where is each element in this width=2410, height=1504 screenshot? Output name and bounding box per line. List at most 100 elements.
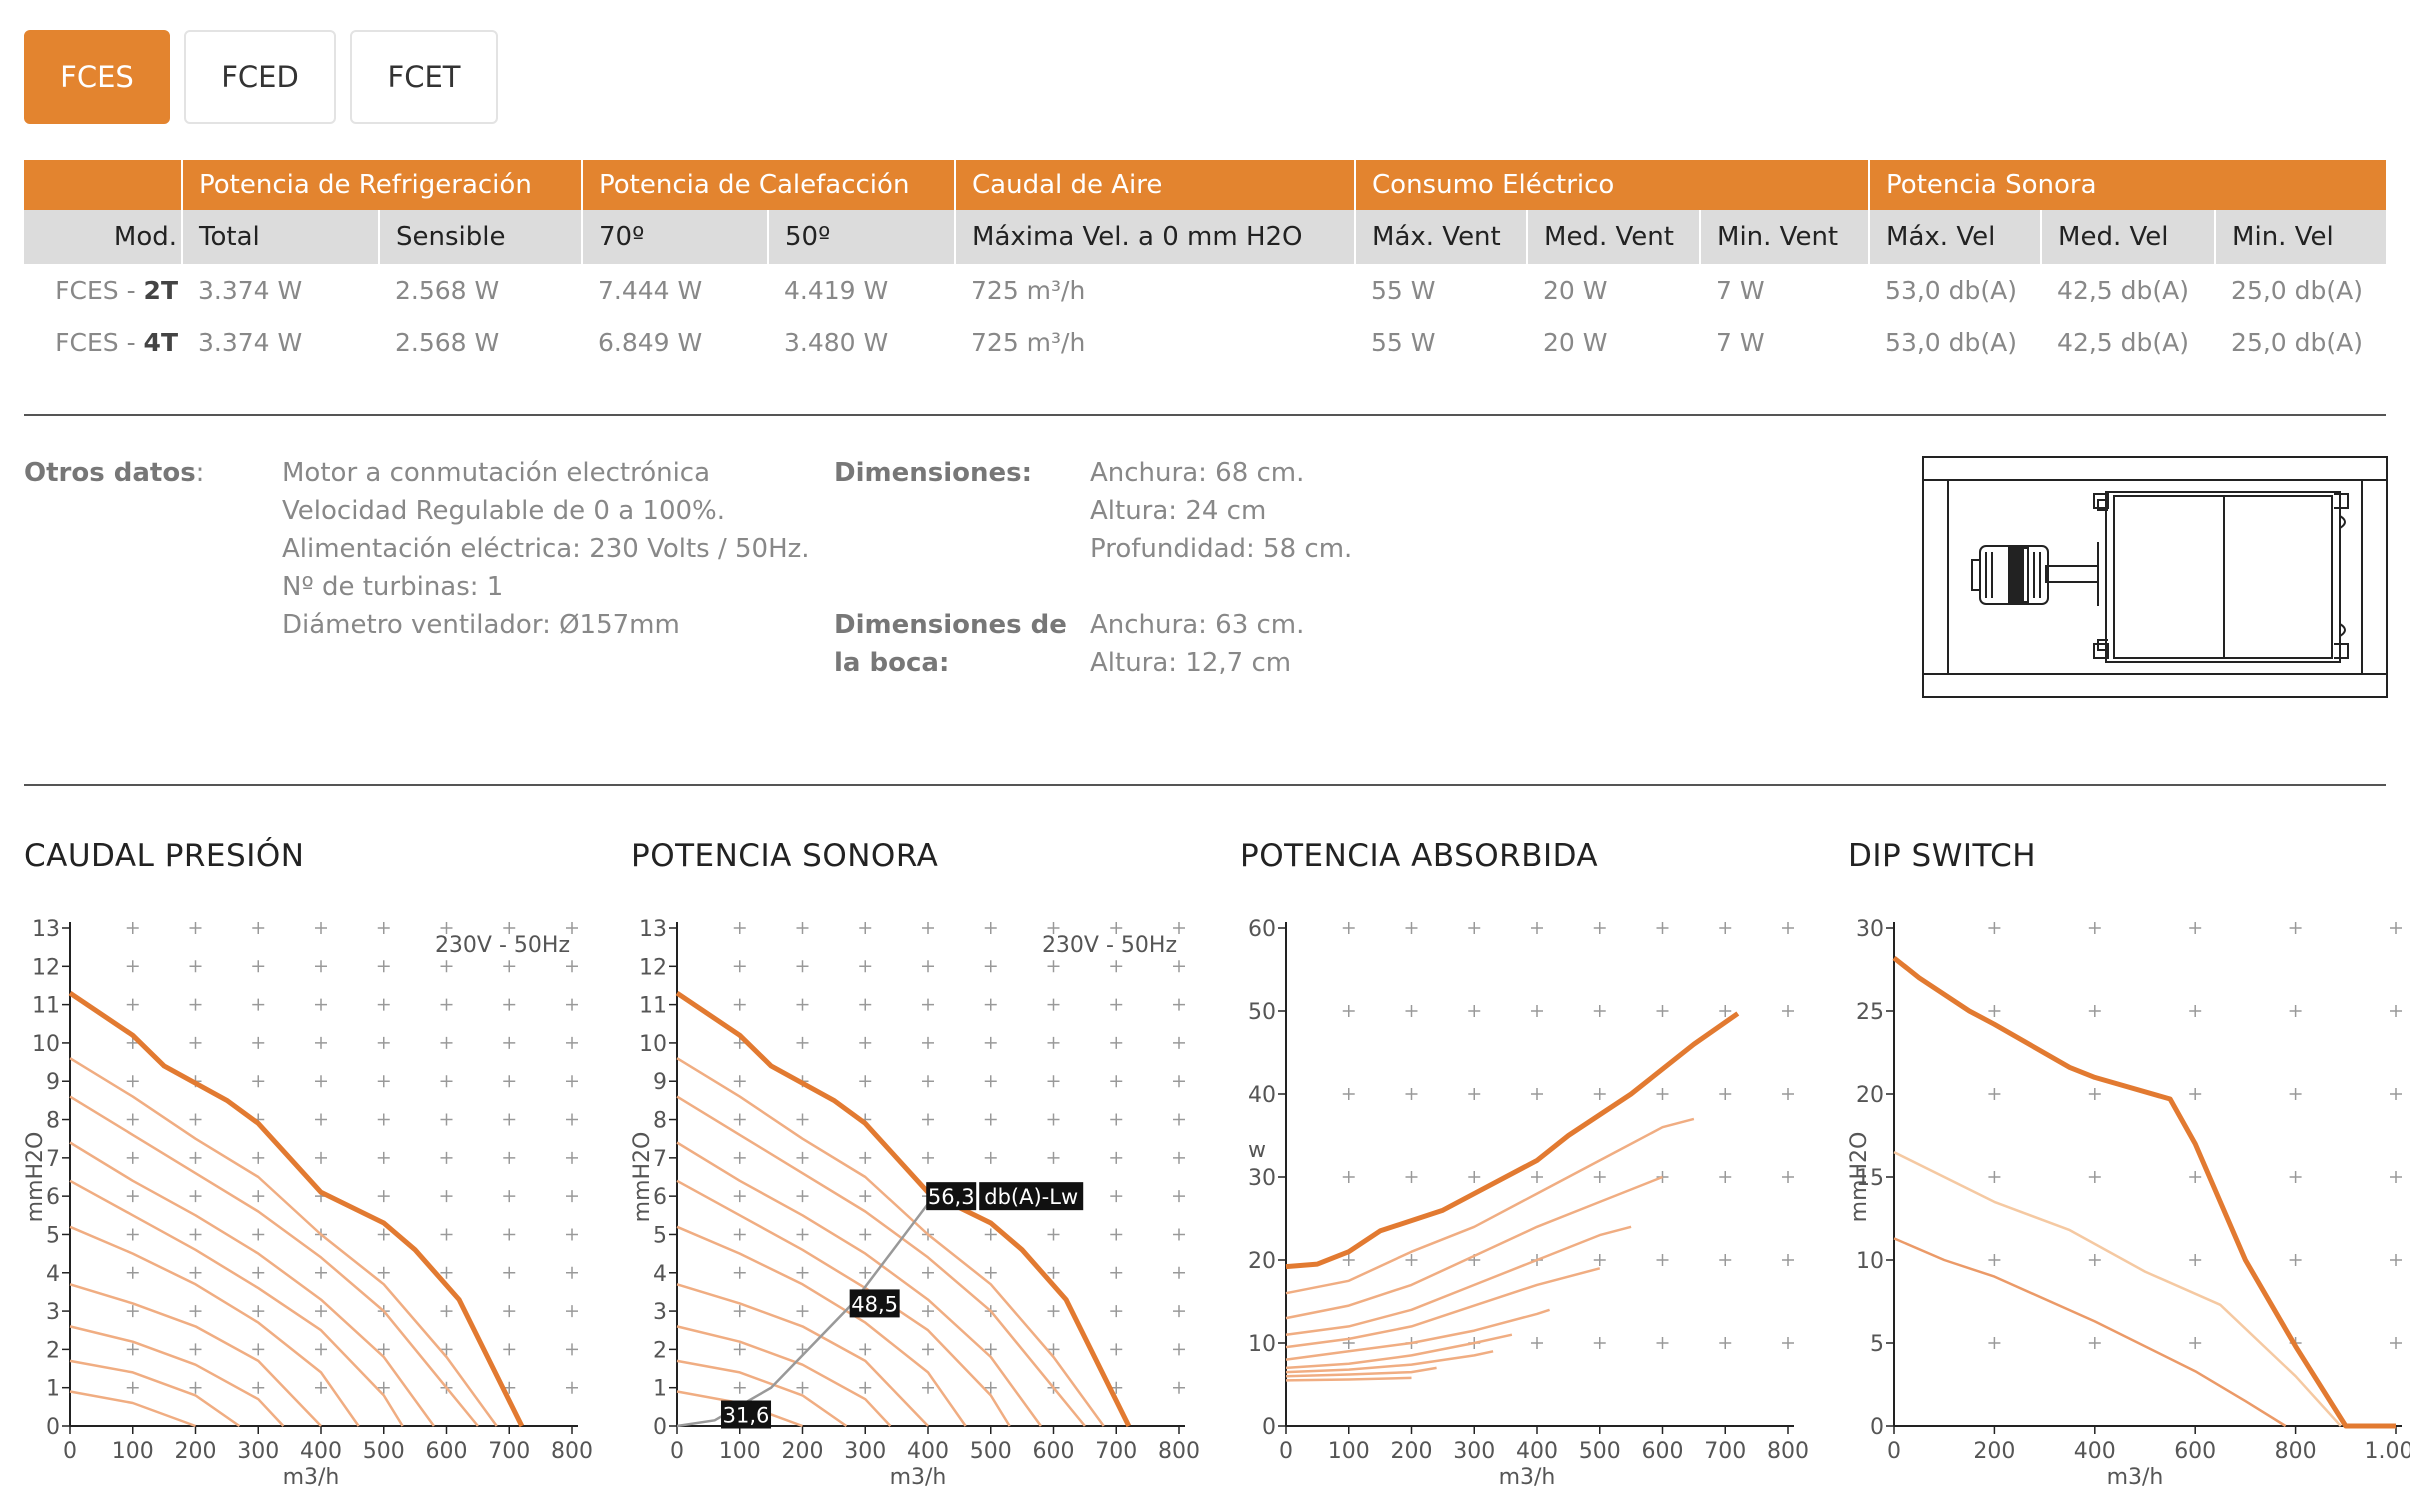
series-line-s7 bbox=[69, 1283, 322, 1427]
grid-cross bbox=[2189, 1088, 2202, 1100]
tab-fces[interactable]: FCES bbox=[24, 30, 170, 124]
grid-cross bbox=[1593, 1005, 1606, 1017]
grid-cross bbox=[440, 1113, 453, 1126]
model-cell: FCES - 4T bbox=[55, 327, 178, 357]
boca-label: Dimensiones de la boca: bbox=[834, 606, 1067, 682]
grid-cross bbox=[315, 1036, 327, 1049]
grid-cross bbox=[566, 1075, 578, 1088]
grid-cross bbox=[1110, 1075, 1123, 1088]
x-axis-label: m3/h bbox=[283, 1465, 340, 1490]
table-cell: 55 W bbox=[1371, 327, 1436, 357]
tab-fced[interactable]: FCED bbox=[184, 30, 336, 124]
grid-cross bbox=[1531, 1171, 1543, 1183]
grid-cross bbox=[733, 1381, 746, 1394]
grid-cross bbox=[503, 1305, 516, 1318]
grid-cross bbox=[922, 1036, 934, 1049]
grid-cross bbox=[1047, 1305, 1060, 1318]
table-cell: 53,0 db(A) bbox=[1885, 327, 2018, 357]
grid-cross bbox=[377, 1036, 390, 1049]
table-cell: 53,0 db(A) bbox=[1885, 275, 2018, 305]
y-tick-label: 9 bbox=[653, 1070, 667, 1095]
dimensiones-line: Profundidad: 58 cm. bbox=[1090, 534, 1353, 564]
grid-cross bbox=[2289, 1005, 2302, 1017]
grid-cross bbox=[315, 960, 327, 973]
grid-cross bbox=[1593, 922, 1606, 934]
grid-cross bbox=[1173, 1075, 1185, 1088]
table-cell: 4.419 W bbox=[784, 275, 889, 305]
grid-cross bbox=[1405, 1171, 1418, 1183]
table-cell: 2.568 W bbox=[395, 275, 500, 305]
grid-cross bbox=[1173, 1113, 1185, 1126]
grid-cross bbox=[796, 1305, 809, 1318]
grid-cross bbox=[1110, 1151, 1123, 1164]
model-tabs: FCES FCED FCET bbox=[24, 30, 498, 124]
grid-cross bbox=[1988, 1337, 2001, 1349]
grid-cross bbox=[1782, 1171, 1794, 1183]
grid-cross bbox=[566, 1266, 578, 1279]
grid-cross bbox=[2390, 1005, 2402, 1017]
y-tick-label: 1 bbox=[46, 1377, 60, 1402]
grid-cross bbox=[1173, 998, 1185, 1011]
x-tick-label: 0 bbox=[1887, 1439, 1901, 1464]
sound-label: 56,3 bbox=[928, 1185, 975, 1209]
y-axis-label: w bbox=[1248, 1138, 1266, 1163]
grid-cross bbox=[566, 1190, 578, 1203]
series-line-s6 bbox=[1285, 1308, 1550, 1361]
grid-cross bbox=[377, 960, 390, 973]
grid-cross bbox=[2088, 1337, 2101, 1349]
x-tick-label: 100 bbox=[719, 1439, 761, 1464]
x-tick-label: 100 bbox=[1328, 1439, 1370, 1464]
table-cell: 725 m³/h bbox=[971, 275, 1086, 305]
tab-fcet[interactable]: FCET bbox=[350, 30, 498, 124]
x-tick-label: 200 bbox=[1973, 1439, 2015, 1464]
grid-cross bbox=[2390, 1088, 2402, 1100]
grid-cross bbox=[922, 922, 934, 934]
grid-cross bbox=[1110, 1266, 1123, 1279]
grid-cross bbox=[733, 1266, 746, 1279]
grid-cross bbox=[252, 1343, 265, 1356]
grid-cross bbox=[503, 1113, 516, 1126]
table-cell: 42,5 db(A) bbox=[2057, 327, 2190, 357]
series-line-s6 bbox=[69, 1225, 360, 1427]
y-tick-label: 13 bbox=[32, 917, 60, 942]
y-axis-label: mmH2O bbox=[1848, 1132, 1872, 1223]
y-tick-label: 20 bbox=[1856, 1083, 1884, 1108]
grid-cross bbox=[859, 1036, 872, 1049]
grid-cross bbox=[440, 1075, 453, 1088]
sound-label-box bbox=[926, 1182, 977, 1211]
grid-cross bbox=[922, 1151, 934, 1164]
x-tick-label: 700 bbox=[488, 1439, 530, 1464]
unit-technical-drawing bbox=[1922, 456, 2388, 698]
y-tick-label: 5 bbox=[653, 1223, 667, 1248]
grid-cross bbox=[189, 1228, 202, 1241]
grid-cross bbox=[1468, 1005, 1481, 1017]
grid-cross bbox=[859, 922, 872, 934]
grid-cross bbox=[1782, 1088, 1794, 1100]
grid-cross bbox=[859, 1190, 872, 1203]
grid-cross bbox=[189, 922, 202, 934]
grid-cross bbox=[984, 960, 997, 973]
grid-cross bbox=[503, 1151, 516, 1164]
x-tick-label: 300 bbox=[237, 1439, 279, 1464]
y-tick-label: 4 bbox=[46, 1262, 60, 1287]
x-tick-label: 600 bbox=[1642, 1439, 1684, 1464]
table-cell: 2.568 W bbox=[395, 327, 500, 357]
grid-cross bbox=[1173, 1228, 1185, 1241]
grid-cross bbox=[440, 922, 453, 934]
grid-cross bbox=[1047, 960, 1060, 973]
group-header-caudal: Caudal de Aire bbox=[954, 160, 1356, 210]
x-tick-label: 200 bbox=[1391, 1439, 1433, 1464]
grid-cross bbox=[733, 922, 746, 934]
grid-cross bbox=[859, 1151, 872, 1164]
series-line-s3 bbox=[676, 1095, 1086, 1427]
grid-cross bbox=[377, 1075, 390, 1088]
x-tick-label: 800 bbox=[1767, 1439, 1809, 1464]
series-line-max bbox=[675, 991, 1132, 1428]
grid-cross bbox=[189, 998, 202, 1011]
grid-cross bbox=[2289, 922, 2302, 934]
grid-cross bbox=[377, 1151, 390, 1164]
column-header: Med. Vent bbox=[1526, 210, 1701, 264]
grid-cross bbox=[1173, 1036, 1185, 1049]
x-tick-label: 600 bbox=[426, 1439, 468, 1464]
grid-cross bbox=[189, 1266, 202, 1279]
